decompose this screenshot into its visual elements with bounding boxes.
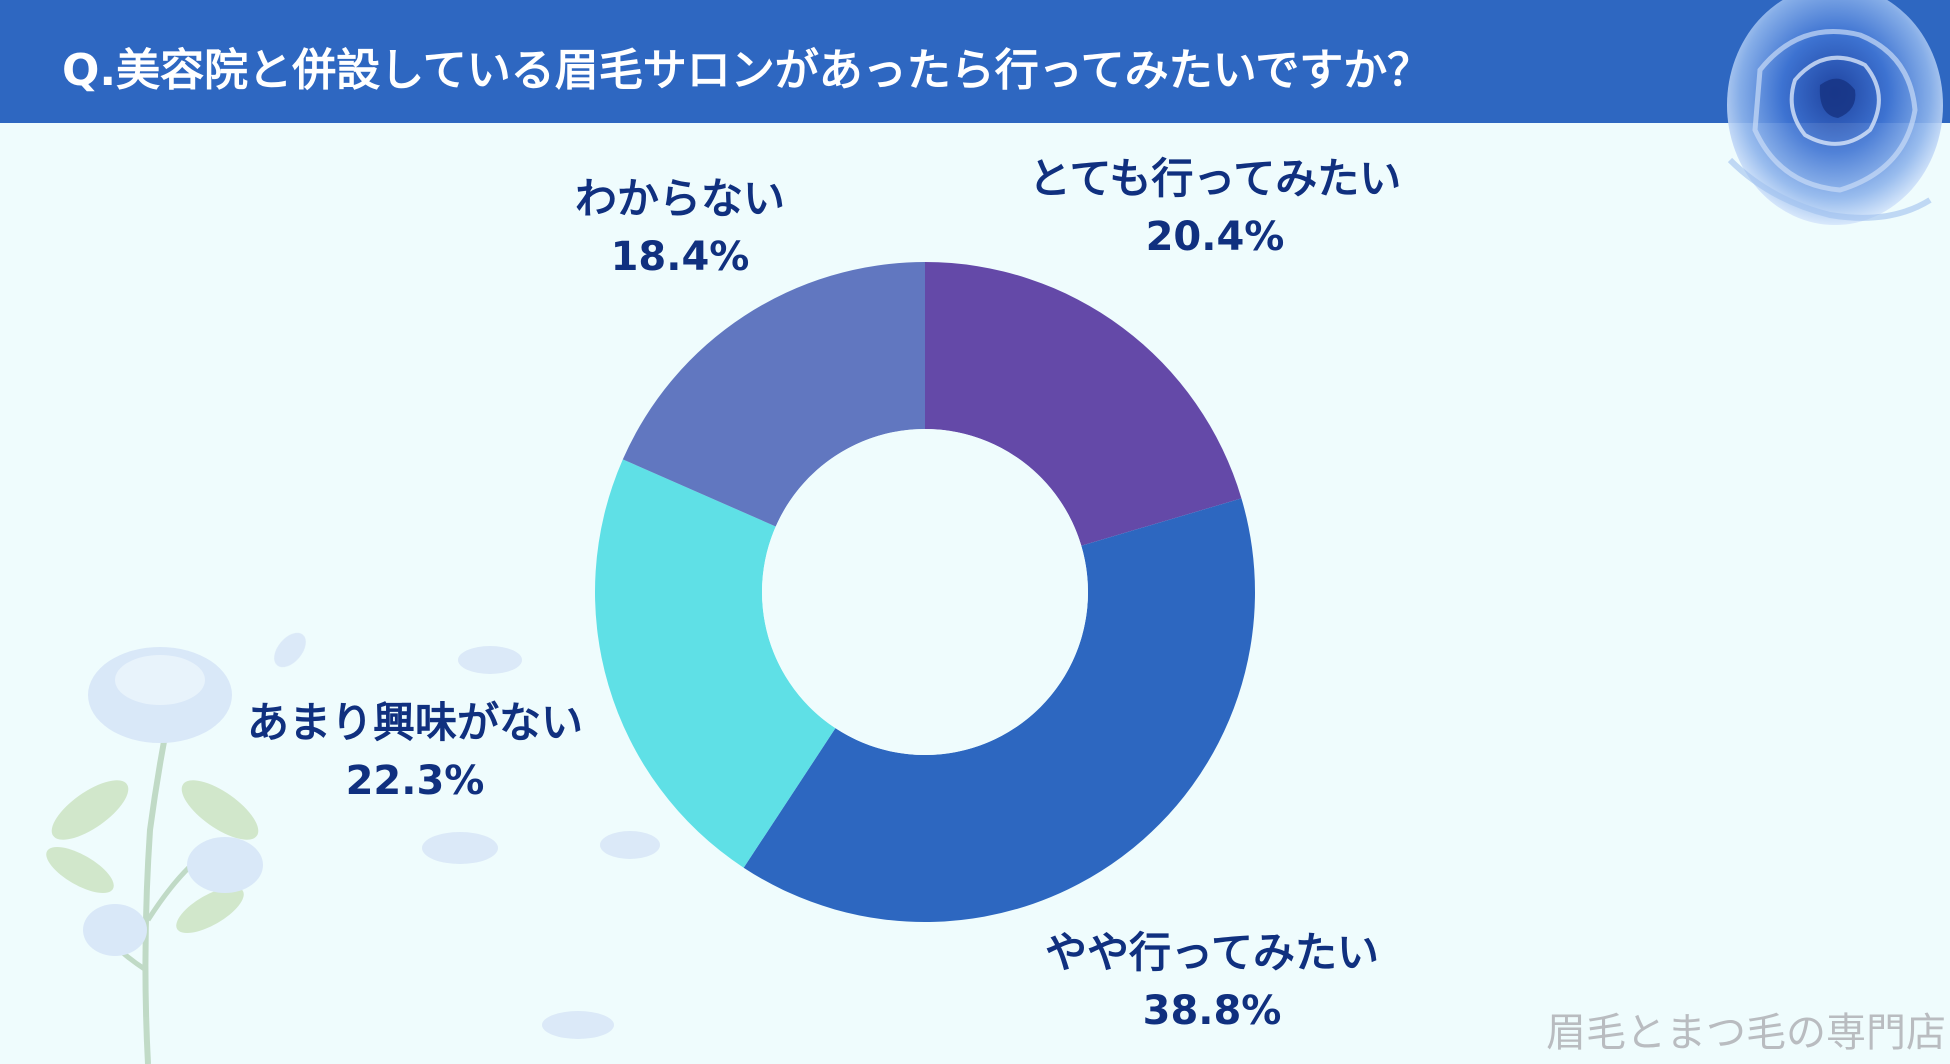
donut-slice-2 <box>743 498 1255 922</box>
slice-label-very-interested: とても行ってみたい 20.4% <box>1029 150 1402 266</box>
slice-value-text: 20.4% <box>1145 214 1285 260</box>
donut-slice-3 <box>595 459 836 868</box>
slice-label-text: とても行ってみたい <box>1028 154 1402 203</box>
slice-label-not-interested: あまり興味がない 22.3% <box>247 694 583 810</box>
donut-slice-4 <box>622 262 925 527</box>
watermark-text: 眉毛とまつ毛の専門店 <box>1546 1010 1946 1056</box>
slice-value-text: 18.4% <box>610 234 750 280</box>
slice-label-text: あまり興味がない <box>246 698 584 747</box>
donut-slice-1 <box>925 262 1242 546</box>
slice-label-somewhat-interested: やや行ってみたい 38.8% <box>1045 924 1379 1040</box>
blue-rose-icon <box>1727 0 1943 225</box>
slice-label-text: やや行ってみたい <box>1045 928 1379 977</box>
slice-label-dont-know: わからない 18.4% <box>575 170 785 286</box>
petal-icon <box>274 632 660 1039</box>
page-title: Q.美容院と併設している眉毛サロンがあったら行ってみたいですか？ <box>62 45 1432 96</box>
rose-stem-icon <box>46 632 660 1064</box>
slice-value-text: 22.3% <box>345 758 485 804</box>
slice-label-text: わからない <box>574 174 786 223</box>
donut-hole <box>762 429 1088 755</box>
slice-value-text: 38.8% <box>1142 988 1282 1034</box>
title-bar <box>0 0 1950 123</box>
